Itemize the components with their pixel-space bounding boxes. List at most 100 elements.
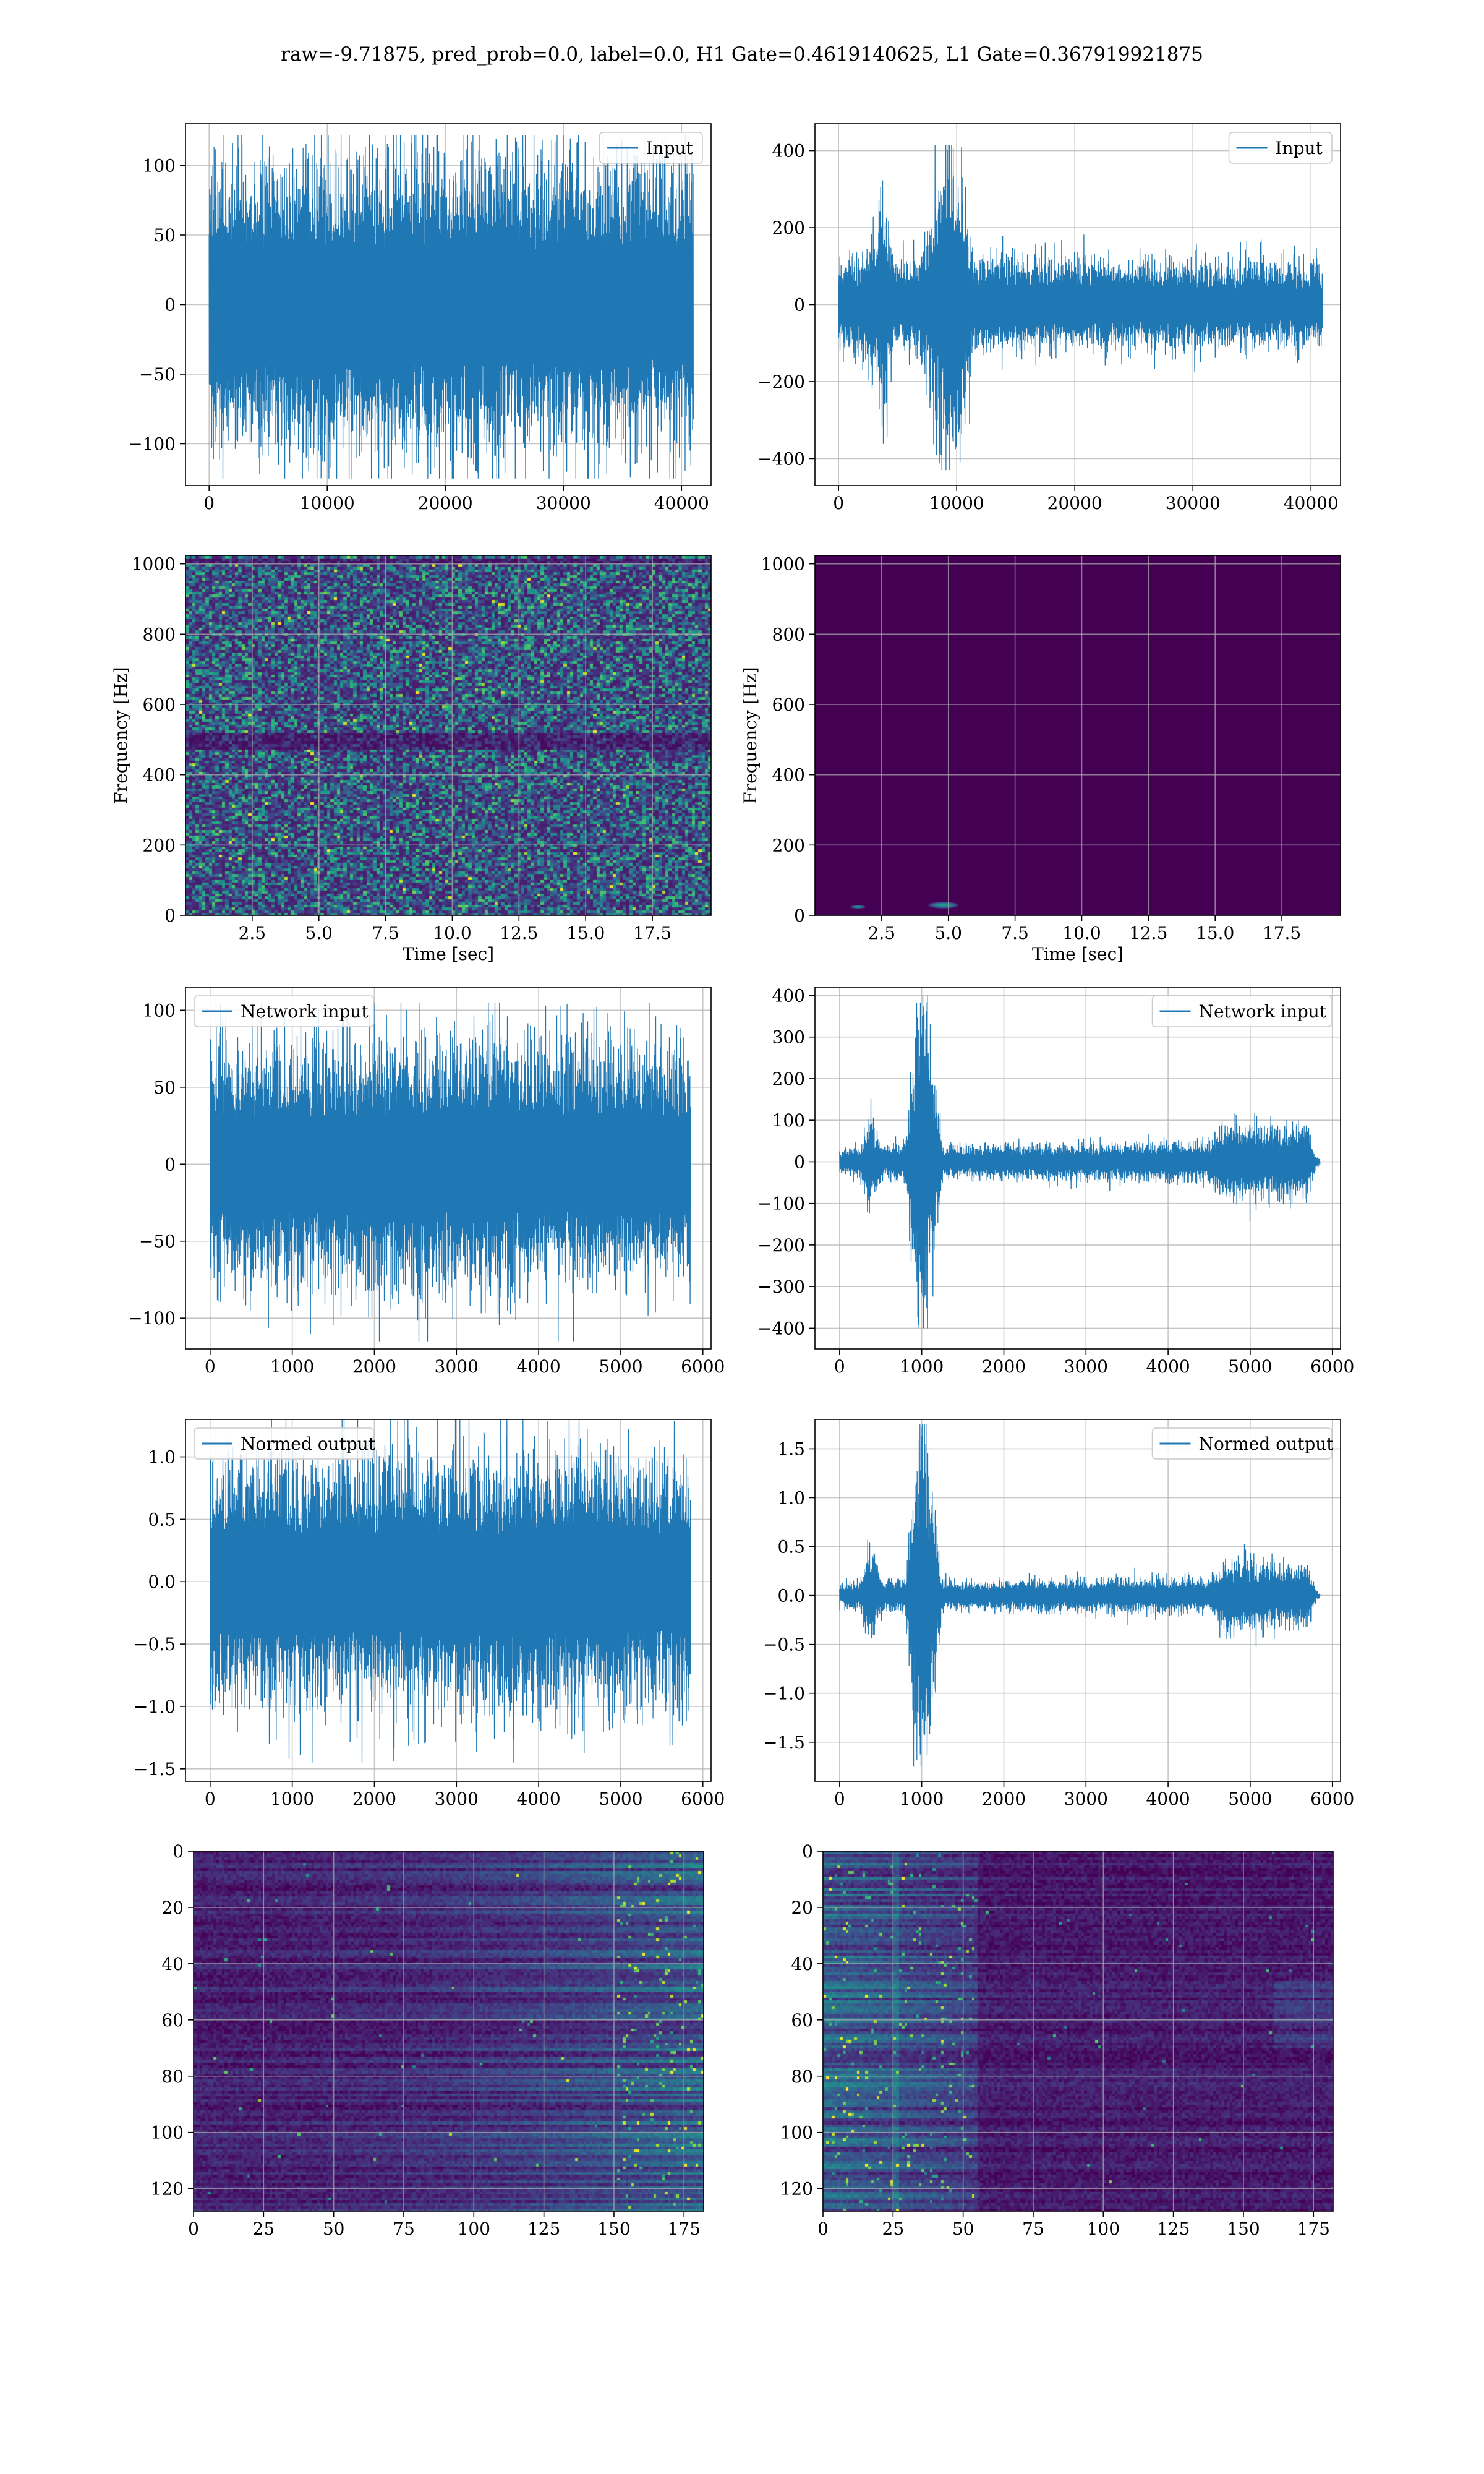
y-tick-label: 0 [794,905,805,926]
y-tick-label: 50 [153,1077,176,1098]
x-tick-label: 4000 [1146,1356,1190,1377]
chart-p4: 2.5 5.0 7.5 10.0 12.5 15.0 17.5 0 200 400 600 800 10… [740,554,1341,964]
chart-p7: 0 1000 2000 3000 4000 5000 6000 −1.5 −1.0 −0.5 0.0… [134,1419,725,1809]
legend-label: Network input [241,1001,369,1022]
x-tick-label: 1000 [900,1356,944,1377]
x-tick-label: 150 [597,2219,630,2239]
x-tick-label: 4000 [1146,1789,1190,1809]
y-tick-label: 200 [772,218,805,238]
x-tick-label: 2.5 [868,923,896,943]
chart-p5: 0 1000 2000 3000 4000 5000 6000 −100 −50 0 50 100 Ne… [128,987,725,1377]
x-axis-label: Time [sec] [1032,944,1124,964]
y-tick-label: 0.5 [148,1509,176,1530]
chart-p6: 0 1000 2000 3000 4000 5000 6000−400−300−200−10… [757,985,1354,1377]
y-tick-label: 40 [161,1954,184,1974]
x-tick-label: 50 [952,2219,974,2239]
x-tick-label: 1000 [270,1789,314,1809]
x-tick-label: 6000 [1310,1789,1354,1809]
axes-frame [814,555,1341,916]
x-tick-label: 15.0 [566,923,605,943]
y-tick-label: 0 [164,295,176,315]
x-tick-label: 2000 [982,1356,1026,1377]
y-tick-label: 0 [802,1841,813,1862]
x-tick-label: 5000 [1228,1789,1272,1809]
y-tick-label: 100 [780,2123,813,2143]
x-tick-label: 17.5 [633,923,672,943]
y-tick-label: 1.5 [777,1439,805,1459]
y-tick-label: −1.5 [134,1759,176,1779]
chart-p9: 0 25 50 75 100 125 150 175 0 20 40 60 80 100 120 [151,1841,704,2239]
axes-frame [185,1419,712,1782]
y-tick-label: 400 [772,985,805,1006]
x-tick-label: 30000 [536,493,591,513]
x-tick-label: 0 [817,2219,829,2239]
x-tick-label: 0 [205,1789,216,1809]
axes-frame [814,987,1341,1350]
y-tick-label: 100 [143,1000,176,1021]
x-tick-label: 75 [393,2219,415,2239]
y-tick-label: 600 [772,695,805,715]
y-tick-label: 200 [772,1069,805,1089]
series-line [839,995,1321,1329]
y-tick-label: 800 [143,624,176,644]
y-tick-label: 400 [772,141,805,161]
y-tick-label: −100 [757,1194,805,1214]
y-tick-label: 60 [791,2010,813,2031]
x-tick-label: 0 [834,1356,845,1377]
series-line [839,1424,1321,1767]
y-tick-label: 120 [151,2179,184,2199]
y-tick-label: 0 [794,1152,805,1172]
legend-box [194,1427,375,1460]
x-tick-label: 6000 [681,1356,725,1377]
y-tick-label: −100 [128,1308,176,1329]
y-tick-label: −200 [757,1235,805,1256]
legend-box [194,995,375,1027]
x-tick-label: 7.5 [372,923,399,943]
x-tick-label: 100 [1087,2219,1120,2239]
x-tick-label: 40000 [654,493,709,513]
chart-p3: 2.5 5.0 7.5 10.0 12.5 15.0 17.5 0 200 400 600 800 10… [111,554,712,964]
x-tick-label: 12.5 [500,923,538,943]
x-tick-label: 6000 [1310,1356,1354,1377]
x-tick-label: 20000 [418,493,473,513]
y-tick-label: 100 [143,156,176,176]
y-axis-label: Frequency [Hz] [111,667,131,803]
x-tick-label: 3000 [435,1356,479,1377]
y-tick-label: −1.0 [763,1684,805,1704]
x-tick-label: 10.0 [1062,923,1101,943]
y-tick-label: −50 [139,364,176,385]
x-tick-label: 2000 [982,1789,1026,1809]
x-tick-label: 1000 [900,1789,944,1809]
y-tick-label: −1.0 [134,1697,176,1717]
y-tick-label: −300 [757,1277,805,1297]
y-tick-label: 0 [164,905,176,926]
y-tick-label: 0 [794,295,805,315]
y-tick-label: 80 [791,2066,813,2087]
y-tick-label: 0 [173,1841,184,1862]
x-tick-label: 17.5 [1263,923,1301,943]
x-tick-label: 3000 [1064,1789,1108,1809]
y-tick-label: 20 [791,1898,813,1918]
y-tick-label: 400 [143,765,176,785]
x-tick-label: 0 [833,493,844,513]
x-tick-label: 5.0 [305,923,333,943]
y-tick-label: −0.5 [134,1634,176,1654]
legend-label: Input [646,138,694,158]
y-tick-label: −100 [128,434,176,455]
y-tick-label: −50 [139,1231,176,1252]
series-line [208,134,694,479]
x-tick-label: 3000 [1064,1356,1108,1377]
legend-label: Normed output [1199,1434,1334,1454]
y-tick-label: 40 [791,1954,813,1974]
x-axis-label: Time [sec] [403,944,494,964]
x-tick-label: 4000 [516,1789,560,1809]
x-tick-label: 4000 [516,1356,560,1377]
x-tick-label: 7.5 [1001,923,1029,943]
y-tick-label: 1.0 [777,1487,805,1508]
x-tick-label: 5.0 [934,923,962,943]
y-tick-label: 0.0 [148,1572,176,1592]
legend-label: Network input [1199,1001,1327,1022]
y-tick-label: −200 [757,372,805,392]
chart-p8: 0 1000 2000 3000 4000 5000 6000 −1.5 −1.0 −0.5 0.0… [763,1419,1354,1809]
heatmap-image [194,1851,704,2211]
